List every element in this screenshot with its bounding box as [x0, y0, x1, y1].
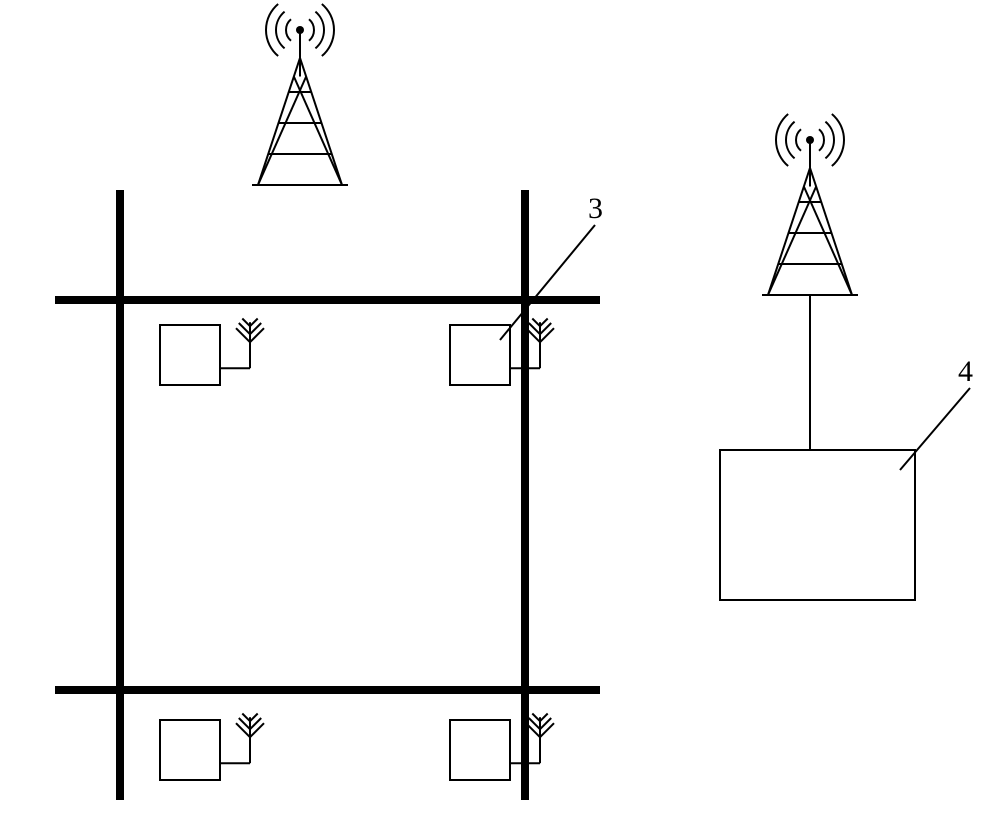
- diagram-svg: [0, 0, 1000, 830]
- controller-box: [720, 450, 915, 600]
- callout-label-4: 4: [958, 355, 973, 389]
- callout-label-3: 3: [588, 192, 603, 226]
- diagram-stage: 34: [0, 0, 1000, 830]
